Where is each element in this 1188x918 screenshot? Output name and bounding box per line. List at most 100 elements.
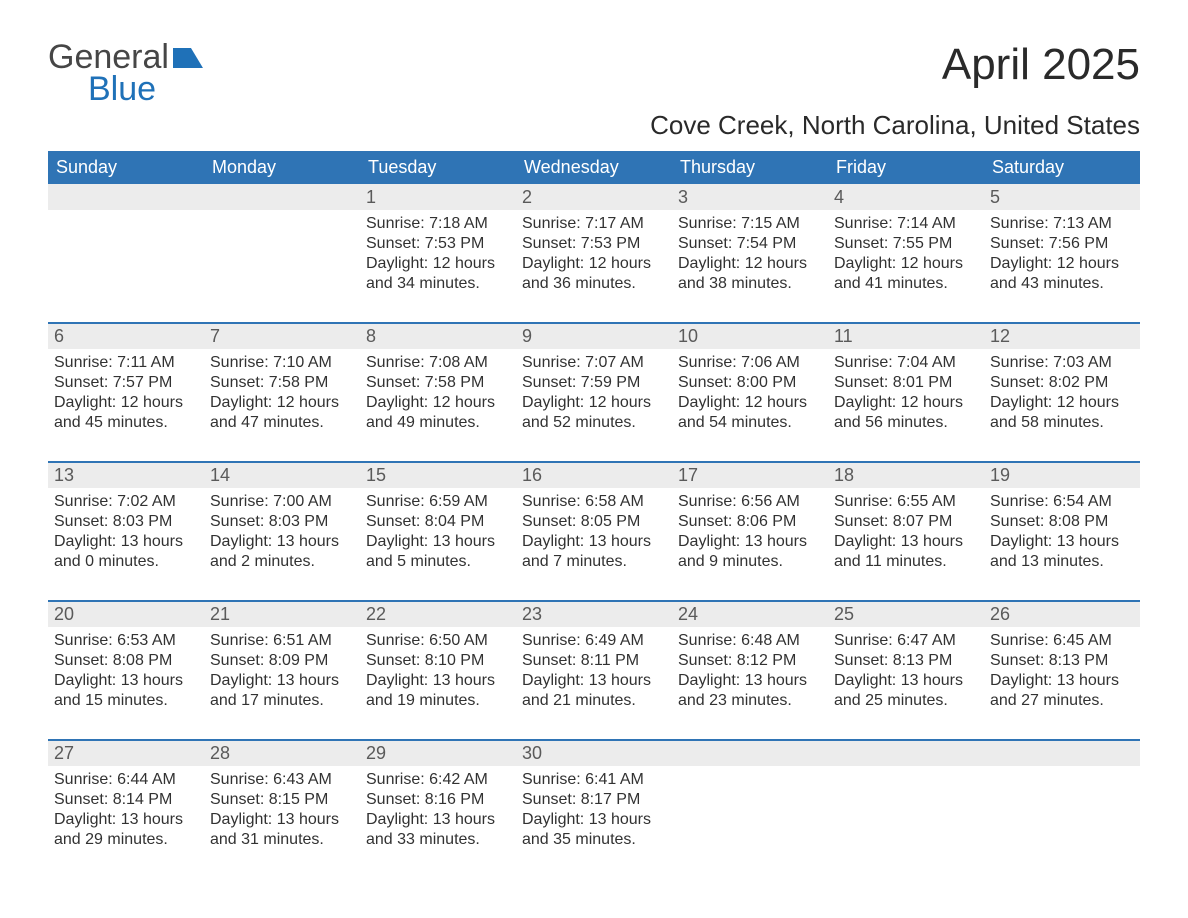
day-body-cell: Sunrise: 6:43 AMSunset: 8:15 PMDaylight:…	[204, 766, 360, 878]
daylight-text: Daylight: 13 hours and 29 minutes.	[54, 810, 198, 850]
sunrise-text: Sunrise: 7:15 AM	[678, 214, 822, 234]
day-number-cell	[204, 184, 360, 210]
week-number-row: 6789101112	[48, 323, 1140, 349]
day-number-cell: 22	[360, 601, 516, 627]
daylight-text: Daylight: 12 hours and 38 minutes.	[678, 254, 822, 294]
sunrise-text: Sunrise: 6:48 AM	[678, 631, 822, 651]
daylight-text: Daylight: 13 hours and 25 minutes.	[834, 671, 978, 711]
sunset-text: Sunset: 8:00 PM	[678, 373, 822, 393]
logo: General Blue	[48, 40, 203, 106]
week-body-row: Sunrise: 6:53 AMSunset: 8:08 PMDaylight:…	[48, 627, 1140, 740]
sunrise-text: Sunrise: 7:03 AM	[990, 353, 1134, 373]
sunset-text: Sunset: 8:06 PM	[678, 512, 822, 532]
sunrise-text: Sunrise: 7:11 AM	[54, 353, 198, 373]
day-of-week-header: Sunday Monday Tuesday Wednesday Thursday…	[48, 151, 1140, 184]
day-body-cell: Sunrise: 7:04 AMSunset: 8:01 PMDaylight:…	[828, 349, 984, 462]
dow-saturday: Saturday	[984, 151, 1140, 184]
calendar-table: Sunday Monday Tuesday Wednesday Thursday…	[48, 151, 1140, 878]
day-body-cell: Sunrise: 6:50 AMSunset: 8:10 PMDaylight:…	[360, 627, 516, 740]
daylight-text: Daylight: 13 hours and 13 minutes.	[990, 532, 1134, 572]
daylight-text: Daylight: 13 hours and 11 minutes.	[834, 532, 978, 572]
daylight-text: Daylight: 13 hours and 27 minutes.	[990, 671, 1134, 711]
day-number-cell: 30	[516, 740, 672, 766]
logo-word2: Blue	[88, 72, 203, 106]
day-number-cell: 7	[204, 323, 360, 349]
daylight-text: Daylight: 12 hours and 47 minutes.	[210, 393, 354, 433]
sunset-text: Sunset: 8:07 PM	[834, 512, 978, 532]
week-body-row: Sunrise: 6:44 AMSunset: 8:14 PMDaylight:…	[48, 766, 1140, 878]
sunrise-text: Sunrise: 6:45 AM	[990, 631, 1134, 651]
calendar-body: 12345Sunrise: 7:18 AMSunset: 7:53 PMDayl…	[48, 184, 1140, 878]
day-number-cell: 23	[516, 601, 672, 627]
day-body-cell	[672, 766, 828, 878]
day-body-cell: Sunrise: 6:45 AMSunset: 8:13 PMDaylight:…	[984, 627, 1140, 740]
sunset-text: Sunset: 8:16 PM	[366, 790, 510, 810]
day-number-cell: 8	[360, 323, 516, 349]
sunset-text: Sunset: 7:54 PM	[678, 234, 822, 254]
daylight-text: Daylight: 13 hours and 19 minutes.	[366, 671, 510, 711]
daylight-text: Daylight: 13 hours and 33 minutes.	[366, 810, 510, 850]
day-number-cell	[48, 184, 204, 210]
sunrise-text: Sunrise: 7:13 AM	[990, 214, 1134, 234]
day-body-cell: Sunrise: 6:42 AMSunset: 8:16 PMDaylight:…	[360, 766, 516, 878]
daylight-text: Daylight: 12 hours and 43 minutes.	[990, 254, 1134, 294]
daylight-text: Daylight: 13 hours and 15 minutes.	[54, 671, 198, 711]
logo-mark-icon	[173, 48, 203, 68]
sunset-text: Sunset: 7:53 PM	[366, 234, 510, 254]
week-number-row: 20212223242526	[48, 601, 1140, 627]
sunset-text: Sunset: 8:04 PM	[366, 512, 510, 532]
day-body-cell: Sunrise: 7:17 AMSunset: 7:53 PMDaylight:…	[516, 210, 672, 323]
location-text: Cove Creek, North Carolina, United State…	[48, 110, 1140, 141]
sunrise-text: Sunrise: 6:59 AM	[366, 492, 510, 512]
day-number-cell: 29	[360, 740, 516, 766]
daylight-text: Daylight: 12 hours and 58 minutes.	[990, 393, 1134, 433]
day-body-cell: Sunrise: 7:13 AMSunset: 7:56 PMDaylight:…	[984, 210, 1140, 323]
page-title: April 2025	[942, 40, 1140, 90]
day-number-cell	[672, 740, 828, 766]
sunrise-text: Sunrise: 6:51 AM	[210, 631, 354, 651]
day-body-cell: Sunrise: 6:55 AMSunset: 8:07 PMDaylight:…	[828, 488, 984, 601]
sunset-text: Sunset: 8:01 PM	[834, 373, 978, 393]
daylight-text: Daylight: 13 hours and 31 minutes.	[210, 810, 354, 850]
daylight-text: Daylight: 13 hours and 2 minutes.	[210, 532, 354, 572]
dow-thursday: Thursday	[672, 151, 828, 184]
header: General Blue April 2025	[48, 40, 1140, 106]
day-number-cell: 19	[984, 462, 1140, 488]
day-body-cell: Sunrise: 6:48 AMSunset: 8:12 PMDaylight:…	[672, 627, 828, 740]
day-body-cell	[204, 210, 360, 323]
day-number-cell: 16	[516, 462, 672, 488]
sunset-text: Sunset: 7:53 PM	[522, 234, 666, 254]
day-number-cell: 13	[48, 462, 204, 488]
week-number-row: 12345	[48, 184, 1140, 210]
day-body-cell	[828, 766, 984, 878]
day-body-cell: Sunrise: 7:15 AMSunset: 7:54 PMDaylight:…	[672, 210, 828, 323]
week-body-row: Sunrise: 7:11 AMSunset: 7:57 PMDaylight:…	[48, 349, 1140, 462]
day-number-cell: 1	[360, 184, 516, 210]
daylight-text: Daylight: 13 hours and 7 minutes.	[522, 532, 666, 572]
week-number-row: 13141516171819	[48, 462, 1140, 488]
week-body-row: Sunrise: 7:18 AMSunset: 7:53 PMDaylight:…	[48, 210, 1140, 323]
sunset-text: Sunset: 7:58 PM	[366, 373, 510, 393]
sunrise-text: Sunrise: 7:14 AM	[834, 214, 978, 234]
sunrise-text: Sunrise: 6:58 AM	[522, 492, 666, 512]
sunset-text: Sunset: 8:05 PM	[522, 512, 666, 532]
daylight-text: Daylight: 12 hours and 45 minutes.	[54, 393, 198, 433]
day-body-cell: Sunrise: 7:18 AMSunset: 7:53 PMDaylight:…	[360, 210, 516, 323]
sunset-text: Sunset: 8:12 PM	[678, 651, 822, 671]
day-body-cell	[48, 210, 204, 323]
day-body-cell: Sunrise: 6:53 AMSunset: 8:08 PMDaylight:…	[48, 627, 204, 740]
daylight-text: Daylight: 12 hours and 49 minutes.	[366, 393, 510, 433]
day-number-cell: 5	[984, 184, 1140, 210]
sunset-text: Sunset: 8:03 PM	[210, 512, 354, 532]
dow-monday: Monday	[204, 151, 360, 184]
sunset-text: Sunset: 7:55 PM	[834, 234, 978, 254]
sunrise-text: Sunrise: 6:56 AM	[678, 492, 822, 512]
sunrise-text: Sunrise: 6:50 AM	[366, 631, 510, 651]
week-number-row: 27282930	[48, 740, 1140, 766]
day-number-cell: 12	[984, 323, 1140, 349]
week-body-row: Sunrise: 7:02 AMSunset: 8:03 PMDaylight:…	[48, 488, 1140, 601]
sunset-text: Sunset: 8:02 PM	[990, 373, 1134, 393]
sunrise-text: Sunrise: 7:08 AM	[366, 353, 510, 373]
sunset-text: Sunset: 7:56 PM	[990, 234, 1134, 254]
sunset-text: Sunset: 7:58 PM	[210, 373, 354, 393]
